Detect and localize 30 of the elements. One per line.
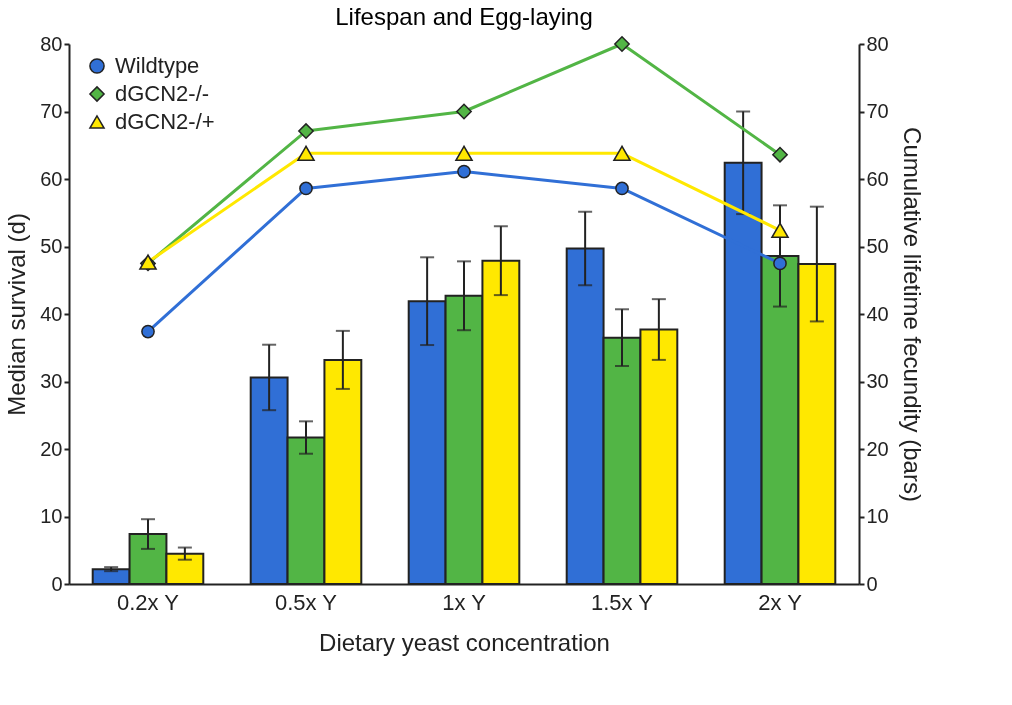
x-axis-title: Dietary yeast concentration bbox=[319, 628, 610, 656]
y2-tick-label: 60 bbox=[866, 167, 889, 190]
y-tick-label: 70 bbox=[40, 100, 63, 122]
y2-tick-label: 0 bbox=[866, 572, 878, 595]
x-tick-label: 0.2x Y bbox=[117, 589, 180, 615]
x-tick-label: 0.5x Y bbox=[275, 589, 338, 615]
legend-label: dGCN2-/- bbox=[115, 81, 210, 106]
y-axis-title: Median survival (d) bbox=[3, 213, 31, 416]
chart-title: Lifespan and Egg-laying bbox=[335, 2, 593, 30]
y2-tick-label: 40 bbox=[866, 302, 889, 325]
y-tick-label: 10 bbox=[40, 505, 63, 527]
x-tick-label: 1.5x Y bbox=[591, 589, 654, 615]
y2-tick-label: 20 bbox=[866, 437, 889, 460]
y2-tick-label: 50 bbox=[866, 235, 889, 257]
y2-tick-label: 70 bbox=[866, 100, 889, 122]
y-tick-label: 20 bbox=[40, 437, 63, 460]
y2-tick-label: 30 bbox=[866, 370, 889, 392]
y-tick-label: 60 bbox=[40, 167, 63, 190]
x-tick-label: 2x Y bbox=[758, 589, 803, 615]
x-tick-label: 1x Y bbox=[442, 589, 487, 615]
y2-axis-title: Cumulative lifetime fecundity (bars) bbox=[898, 127, 926, 502]
legend-label: Wildtype bbox=[115, 53, 200, 78]
y-tick-label: 30 bbox=[40, 370, 63, 392]
y-tick-label: 50 bbox=[40, 235, 63, 257]
legend-label: dGCN2-/+ bbox=[115, 109, 215, 134]
y-tick-label: 80 bbox=[40, 32, 63, 55]
y2-tick-label: 10 bbox=[866, 505, 889, 527]
y-tick-label: 0 bbox=[51, 572, 63, 595]
y-tick-label: 40 bbox=[40, 302, 63, 325]
y2-tick-label: 80 bbox=[866, 32, 889, 55]
